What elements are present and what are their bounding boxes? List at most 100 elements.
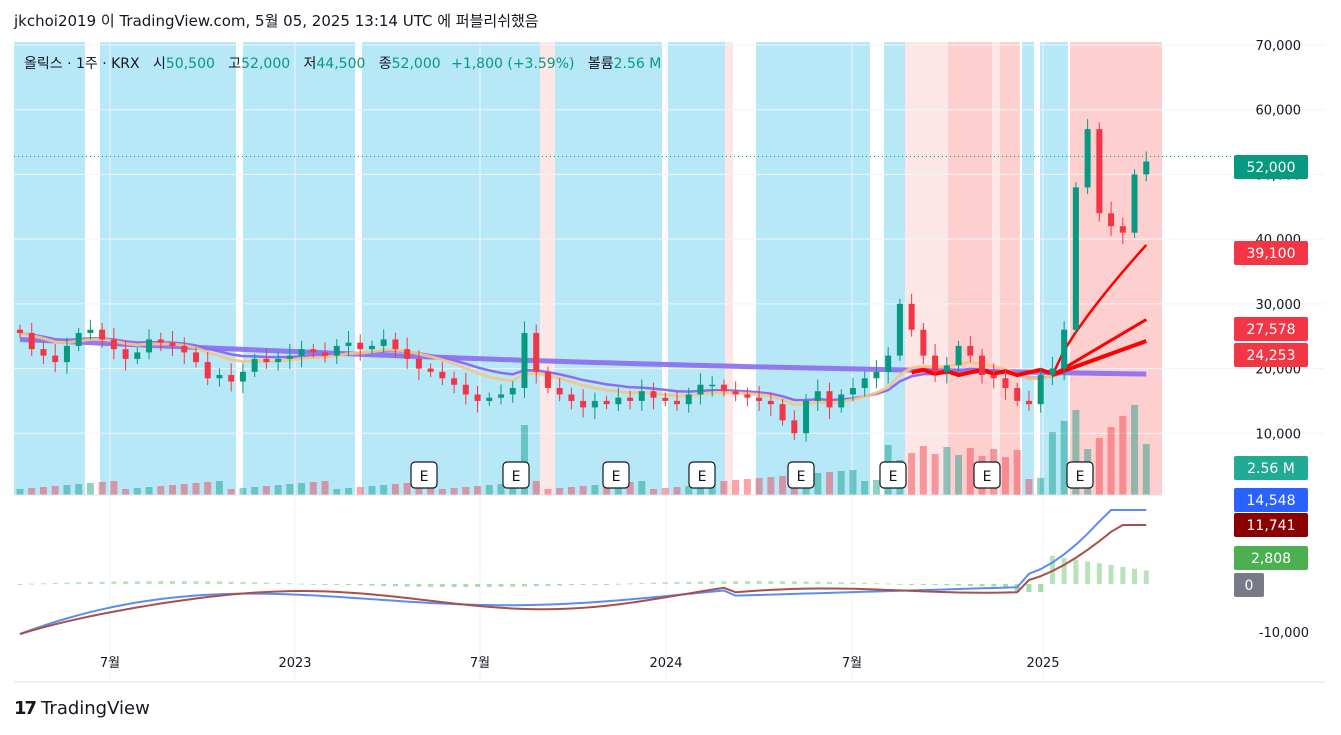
candle-body (110, 339, 117, 350)
volume-bar (1037, 478, 1045, 495)
volume-bar (861, 481, 869, 495)
candle-body (28, 332, 35, 350)
volume-bar (98, 482, 106, 495)
volume-bar (497, 484, 505, 495)
earnings-icon (502, 461, 530, 489)
candle-body (556, 387, 563, 395)
volume-bar (63, 485, 71, 495)
macd-histogram-bar (111, 581, 117, 584)
volume-bar (1095, 438, 1103, 495)
close-value: 52,000 (391, 56, 441, 72)
volume-bar (779, 476, 787, 495)
volume-bar (849, 470, 857, 495)
macd-histogram-bar (322, 584, 328, 585)
macd-histogram-bar (240, 581, 246, 584)
volume-bar (344, 488, 352, 495)
macd-histogram-bar (64, 582, 70, 584)
signal-badge: 11,741 (1247, 518, 1296, 534)
candle-body (228, 375, 235, 382)
volume-bar (1131, 405, 1139, 495)
candle-body (310, 349, 317, 353)
candle-body (838, 394, 845, 408)
candle-body (17, 329, 23, 333)
candle-body (134, 352, 141, 359)
macd-histogram-bar (17, 584, 23, 585)
volume-bar (767, 477, 775, 495)
volume-bar (614, 483, 622, 495)
candle-body (357, 342, 364, 350)
macd-histogram-bar (651, 582, 657, 584)
macd-histogram-bar (838, 582, 844, 584)
earnings-label: E (797, 469, 806, 485)
volume-bar (145, 487, 153, 495)
x-tick-label: 2024 (649, 656, 682, 671)
candle-body (239, 371, 246, 382)
band-pink (948, 42, 992, 495)
macd-histogram-bar (134, 581, 140, 584)
volume-bar (239, 488, 247, 495)
volume-bar (1025, 479, 1033, 495)
candle-body (697, 384, 704, 395)
macd-histogram-bar (299, 583, 305, 585)
histogram-badge: 2,808 (1251, 551, 1291, 567)
volume-bar (919, 446, 927, 495)
volume-bar (579, 486, 587, 495)
candle-body (1131, 174, 1138, 233)
volume-bar (520, 425, 528, 495)
candle-body (908, 303, 915, 330)
earnings-label: E (1076, 469, 1085, 485)
macd-histogram-bar (686, 581, 692, 584)
candle-body (1025, 400, 1032, 405)
candle-body (1002, 378, 1009, 388)
candle-body (826, 391, 833, 408)
volume-bar (192, 483, 200, 495)
macd-histogram-bar (334, 584, 340, 585)
volume-badge-bg (1234, 456, 1308, 480)
volume-bar (39, 487, 47, 495)
earnings-icon (879, 461, 907, 489)
earnings-label: E (512, 469, 521, 485)
volume-bar (532, 481, 540, 495)
volume-bar (1060, 421, 1068, 495)
candle-body (52, 355, 59, 363)
volume-bar (380, 485, 388, 495)
y-tick-label: 70,000 (1256, 39, 1302, 54)
candle-body (122, 349, 129, 359)
volume-bar (391, 484, 399, 495)
volume-bar (638, 481, 646, 495)
footer-brand[interactable]: 17 TradingView (14, 698, 150, 719)
candle-body (709, 384, 716, 387)
macd-histogram-bar (181, 581, 187, 584)
candle-body (1096, 129, 1103, 214)
candle-body (322, 352, 329, 356)
macd-histogram-bar (979, 584, 985, 587)
band-pink-light (905, 42, 948, 495)
band-blue (100, 42, 236, 495)
candle-body (204, 362, 211, 379)
volume-bar (732, 480, 740, 495)
low-value: 44,500 (316, 56, 366, 72)
earnings-icon (1066, 461, 1094, 489)
candle-body (1143, 161, 1150, 175)
volume-bar (110, 481, 118, 495)
volume-bar (169, 485, 177, 495)
earnings-icon (787, 461, 815, 489)
macd-histogram-bar (1002, 584, 1008, 587)
y-tick-label: 30,000 (1256, 298, 1302, 313)
ma-badge-1-bg (1234, 241, 1308, 265)
grid (14, 42, 1325, 682)
band-blue (1022, 42, 1034, 495)
macd-histogram-bar (392, 584, 398, 587)
brand-name: TradingView (41, 698, 150, 719)
candle-body (333, 345, 340, 356)
macd-histogram-bar (862, 582, 868, 584)
macd-histogram-bar (697, 581, 703, 584)
candle-body (885, 355, 892, 372)
candle-body (87, 329, 94, 333)
macd-histogram-bar (1026, 584, 1032, 592)
ma-badge-2: 27,578 (1247, 322, 1296, 338)
candle-body (498, 394, 505, 398)
candle-body (967, 345, 974, 356)
earnings-icon (410, 461, 438, 489)
